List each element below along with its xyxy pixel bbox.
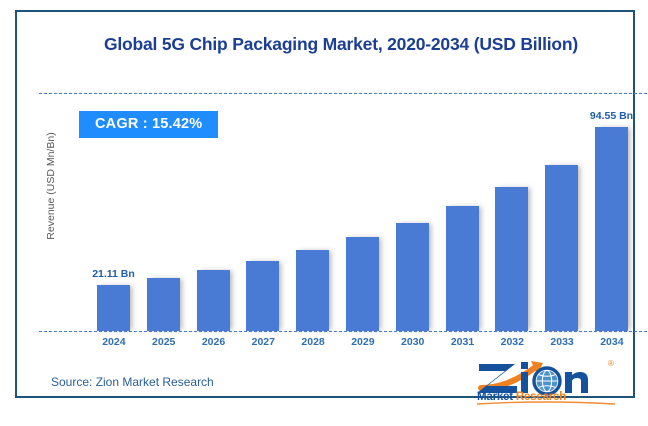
bar-value-label-2024: 21.11 Bn bbox=[92, 268, 135, 281]
x-axis-tick-2031: 2031 bbox=[450, 336, 475, 348]
y-axis-label: Revenue (USD Mn/Bn) bbox=[45, 132, 57, 240]
zion-market-research-logo: ® Market Research bbox=[475, 358, 635, 406]
plot-bottom-dashed-line bbox=[39, 331, 647, 332]
logo-graphic bbox=[476, 361, 616, 405]
bar-slot bbox=[338, 93, 388, 331]
x-axis-tick-2027: 2027 bbox=[251, 336, 275, 348]
page-title: Global 5G Chip Packaging Market, 2020-20… bbox=[103, 34, 579, 54]
bar-2030[interactable] bbox=[395, 223, 429, 331]
bars-container: 21.11 Bn 94.55 Bn bbox=[89, 93, 637, 331]
bar-slot: 21.11 Bn bbox=[89, 93, 139, 331]
logo-subtitle: Market Research bbox=[477, 391, 566, 403]
registered-trademark-icon: ® bbox=[608, 359, 614, 368]
bar-slot: 94.55 Bn bbox=[587, 93, 637, 331]
bar-slot bbox=[139, 93, 189, 331]
x-axis-tick-2029: 2029 bbox=[351, 336, 375, 348]
bar-2025[interactable] bbox=[146, 278, 180, 331]
x-axis-tick-2034: 2034 bbox=[600, 336, 624, 348]
bar-2028[interactable] bbox=[296, 250, 330, 331]
bar-2033[interactable] bbox=[545, 164, 579, 331]
chart-frame: Global 5G Chip Packaging Market, 2020-20… bbox=[15, 10, 647, 405]
bar-slot bbox=[438, 93, 488, 331]
x-axis-tick-2032: 2032 bbox=[500, 336, 524, 348]
bar-slot bbox=[288, 93, 338, 331]
bar-slot bbox=[238, 93, 288, 331]
x-axis-tick-2033: 2033 bbox=[550, 336, 574, 348]
logo-subtitle-market: Market bbox=[477, 391, 513, 403]
bar-2026[interactable] bbox=[196, 270, 230, 331]
x-axis-tick-2030: 2030 bbox=[401, 336, 425, 348]
bar-value-label-2034: 94.55 Bn bbox=[589, 109, 634, 122]
x-axis-tick-2026: 2026 bbox=[201, 336, 226, 348]
bar-slot bbox=[487, 93, 537, 331]
x-axis-tick-2028: 2028 bbox=[301, 336, 325, 348]
bar-2032[interactable] bbox=[495, 187, 529, 331]
bar-2034[interactable]: 94.55 Bn bbox=[590, 110, 633, 331]
bar-2029[interactable] bbox=[346, 237, 379, 331]
cagr-badge: CAGR : 15.42% bbox=[79, 111, 219, 138]
bar-slot bbox=[189, 93, 239, 331]
logo-subtitle-research: Research bbox=[515, 391, 567, 403]
x-axis-labels: 2024 2025 2026 2027 2028 2029 2030 2031 2032 2033… bbox=[89, 12, 637, 426]
bar-2024[interactable]: 21.11 Bn bbox=[92, 268, 135, 331]
bar-slot bbox=[388, 93, 438, 331]
bar-2031[interactable] bbox=[445, 206, 479, 331]
bar-slot bbox=[537, 93, 587, 331]
x-axis-tick-2024: 2024 bbox=[102, 336, 126, 348]
x-axis-tick-2025: 2025 bbox=[152, 336, 176, 348]
source-text: Source: Zion Market Research bbox=[51, 375, 214, 389]
plot-top-dashed-line bbox=[39, 93, 647, 94]
bar-2027[interactable] bbox=[246, 260, 280, 331]
